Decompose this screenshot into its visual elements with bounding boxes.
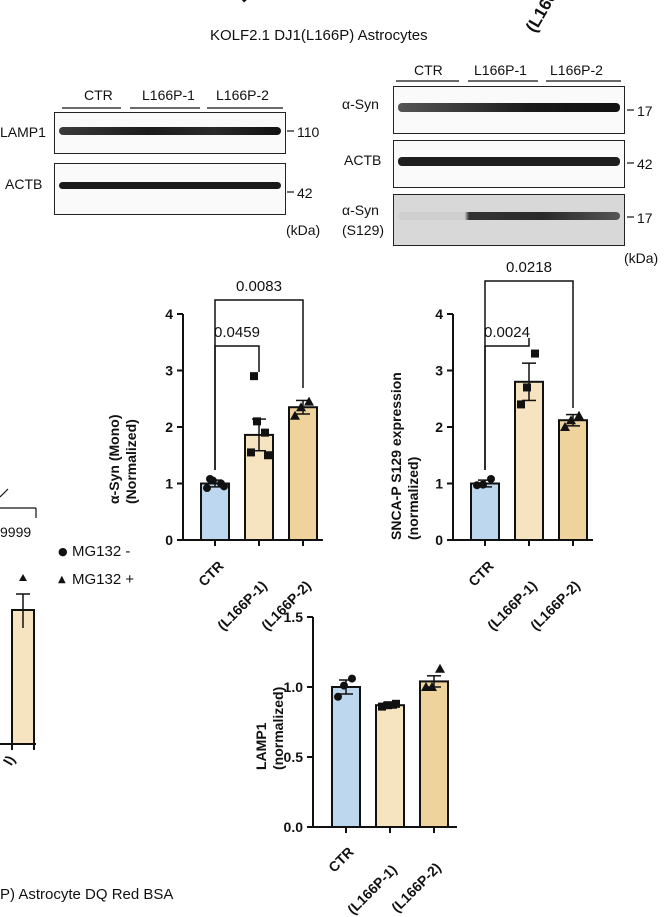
bottom-caption: P) Astrocyte DQ Red BSA — [0, 886, 174, 903]
data-point — [261, 428, 269, 437]
data-point — [517, 400, 525, 409]
y-tick-label: 3 — [435, 363, 443, 379]
data-point — [392, 699, 400, 708]
data-point — [340, 681, 348, 690]
significance-bracket — [484, 280, 574, 470]
data-point — [203, 484, 211, 493]
blot-right-lane-ctr: CTR — [414, 62, 443, 78]
p-value-label: 0.0218 — [506, 259, 552, 276]
blot-right-marker-42: 42 — [637, 156, 653, 172]
bar-0 — [470, 482, 500, 541]
blot-right-row-asyn: α-Syn — [342, 96, 379, 112]
data-point — [296, 402, 306, 412]
data-point — [523, 383, 531, 392]
blot-left-lane-l166p-2: L166P-2 — [216, 87, 269, 103]
data-point — [487, 474, 495, 483]
y-tick-label: 1.5 — [284, 609, 304, 625]
blot-right-s129-membrane — [393, 194, 625, 246]
p-value-label: 0.0024 — [484, 324, 530, 341]
blot-right-lane-l166p-1: L166P-1 — [474, 62, 527, 78]
blot-right-marker-17: 17 — [637, 103, 653, 119]
data-point — [566, 415, 576, 425]
blot-left-marker-110: 110 — [297, 124, 320, 140]
y-tick-label: 2 — [165, 419, 173, 435]
blot-right-row-asyn-s129: α-Syn — [342, 202, 379, 218]
significance-bracket — [214, 299, 304, 470]
data-point — [435, 663, 445, 673]
blot-right-row-s129-label: (S129) — [342, 222, 385, 238]
blot-left-row-lamp1: LAMP1 — [0, 124, 46, 140]
data-point — [264, 451, 272, 460]
y-tick-label: 1 — [165, 476, 173, 492]
data-point — [220, 482, 228, 491]
data-point — [384, 701, 392, 710]
data-point — [560, 422, 570, 431]
y-tick-label: 0 — [165, 532, 173, 548]
blot-right-asyn-membrane — [393, 86, 625, 134]
bar-2 — [419, 680, 449, 829]
blot-left-lane-l166p-1: L166P-1 — [142, 87, 195, 103]
blot-right-actb-membrane — [393, 140, 625, 188]
y-tick-label: 3 — [165, 363, 173, 379]
y-tick-label: 4 — [435, 306, 443, 322]
blot-right-marker-17-s129: 17 — [637, 210, 653, 226]
bar-2 — [288, 406, 318, 541]
y-tick-label: 4 — [165, 306, 173, 322]
data-point — [250, 372, 258, 381]
p-value-label: 0.0083 — [236, 278, 282, 295]
blot-right-unit: (kDa) — [624, 250, 659, 266]
legend-label-mg132-plus: MG132 + — [72, 571, 135, 588]
legend-circle-icon: ● — [58, 545, 68, 558]
data-point — [473, 481, 481, 490]
data-point — [531, 349, 539, 358]
legend-label-mg132-minus: MG132 - — [72, 543, 131, 560]
data-point — [378, 702, 386, 711]
blot-left-lamp1-membrane — [54, 112, 286, 154]
blot-right-lane-l166p-2: L166P-2 — [550, 62, 603, 78]
y-tick-label: 0.0 — [284, 819, 304, 835]
bar-1 — [375, 704, 405, 829]
y-tick-label: 1.0 — [284, 679, 304, 695]
page-title: KOLF2.1 DJ1(L166P) Astrocytes — [210, 27, 428, 44]
legend-triangle-icon: ▲ — [58, 574, 66, 585]
data-point — [247, 448, 255, 457]
data-point — [574, 410, 584, 420]
p-value-label: 0.0459 — [214, 324, 260, 341]
y-tick-label: 0.5 — [284, 749, 304, 765]
blot-left-lane-ctr: CTR — [84, 87, 113, 103]
data-point — [304, 396, 314, 406]
y-tick-label: 1 — [435, 476, 443, 492]
data-point — [206, 474, 214, 483]
y-tick-label: 2 — [435, 419, 443, 435]
data-point — [479, 480, 487, 489]
data-point — [290, 410, 300, 420]
left-partial-value: 9999 — [0, 524, 32, 540]
data-point — [348, 674, 356, 683]
y-tick-label: 0 — [435, 532, 443, 548]
bar-0 — [331, 686, 361, 828]
blot-left-actb-membrane — [54, 163, 286, 215]
blot-left-row-actb: ACTB — [5, 176, 43, 192]
blot-left-marker-42: 42 — [297, 185, 313, 201]
data-point — [427, 682, 437, 691]
blot-right-row-actb: ACTB — [344, 152, 382, 168]
data-point — [253, 417, 261, 426]
data-point — [334, 692, 342, 701]
blot-left-unit: (kDa) — [286, 222, 321, 238]
